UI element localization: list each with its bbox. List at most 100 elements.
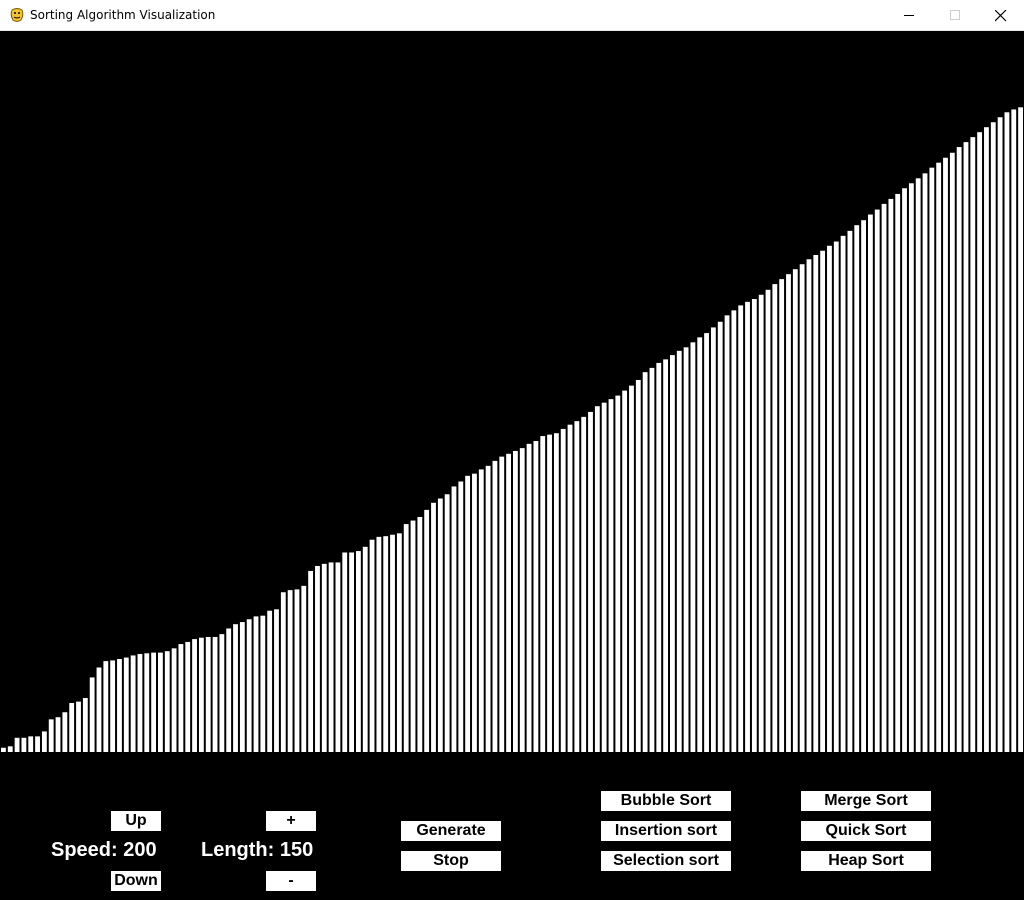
array-bar [362, 546, 368, 752]
array-bar [410, 520, 416, 752]
array-bar [151, 652, 157, 752]
array-bar [574, 421, 580, 752]
array-bar [444, 494, 450, 752]
speed-label: Speed: 200 [51, 839, 157, 861]
array-bar [219, 634, 225, 752]
array-bar [963, 142, 969, 752]
array-bar [840, 235, 846, 752]
array-bar [424, 509, 430, 752]
array-bar [772, 284, 778, 752]
array-bar [492, 460, 498, 752]
array-bar [997, 117, 1003, 752]
array-bar [820, 250, 826, 752]
array-bar [786, 274, 791, 752]
array-bar [465, 475, 471, 752]
array-bar [76, 701, 81, 752]
array-bar [315, 565, 320, 752]
array-bar [403, 524, 409, 752]
array-bar [929, 167, 935, 752]
close-button[interactable] [978, 0, 1024, 31]
array-bar [485, 465, 491, 752]
array-bar [622, 390, 628, 752]
minimize-icon [904, 15, 914, 16]
maximize-button[interactable] [933, 0, 979, 31]
pygame-snake-icon [10, 8, 24, 22]
array-bar [861, 220, 866, 752]
array-bar [89, 677, 95, 752]
array-bar [710, 327, 716, 752]
array-bar [55, 717, 61, 752]
array-bar [833, 241, 839, 752]
array-bar [936, 162, 942, 752]
length-minus-button[interactable]: - [266, 871, 316, 891]
array-bar [342, 552, 348, 752]
array-bar [827, 245, 832, 752]
array-bar [171, 648, 177, 752]
array-bar [745, 301, 750, 752]
array-bar [874, 209, 880, 752]
array-bar [642, 372, 648, 752]
array-bar [287, 590, 293, 752]
merge-sort-button[interactable]: Merge Sort [801, 791, 931, 811]
array-bar [779, 279, 785, 752]
array-bar [267, 610, 273, 752]
array-bar [390, 534, 395, 752]
array-bar [499, 456, 505, 752]
array-bar [751, 299, 757, 752]
generate-button[interactable]: Generate [401, 821, 501, 841]
array-bar [233, 624, 238, 752]
array-bar [553, 433, 559, 752]
array-bar [1018, 107, 1023, 752]
array-bar [806, 259, 812, 752]
heap-sort-button[interactable]: Heap Sort [801, 851, 931, 871]
array-bar [656, 362, 662, 752]
array-bar [601, 402, 607, 752]
array-bar [458, 481, 464, 752]
array-bar [178, 644, 184, 752]
array-bar [758, 294, 764, 752]
array-bar [130, 655, 136, 752]
array-bar [902, 188, 907, 752]
bubble-sort-button[interactable]: Bubble Sort [601, 791, 731, 811]
array-bar [615, 395, 621, 752]
array-bar [670, 355, 675, 752]
array-bar [35, 736, 40, 752]
array-bar [103, 661, 109, 752]
array-bar [14, 737, 20, 752]
array-bar [321, 563, 327, 752]
array-bar [588, 411, 593, 752]
array-bar [683, 347, 689, 752]
array-bar [396, 533, 402, 752]
array-bar [854, 225, 860, 752]
array-bar [21, 737, 27, 752]
length-plus-button[interactable]: + [266, 811, 316, 831]
array-bar [431, 502, 436, 752]
array-bar [253, 616, 259, 752]
stop-button[interactable]: Stop [401, 851, 501, 871]
array-bar [69, 703, 75, 752]
array-bar [690, 342, 696, 752]
array-bar [799, 264, 805, 752]
minimize-button[interactable] [887, 0, 933, 31]
array-bar [82, 698, 88, 752]
array-bar [581, 416, 587, 752]
array-bar [355, 551, 361, 752]
array-bar [137, 654, 143, 752]
close-icon [995, 10, 1007, 22]
array-bar [847, 230, 853, 752]
array-bar [41, 731, 47, 752]
speed-down-button[interactable]: Down [111, 871, 161, 891]
array-bar [280, 592, 286, 752]
array-bar [984, 127, 989, 752]
speed-up-button[interactable]: Up [111, 811, 161, 831]
array-bar [915, 178, 921, 752]
quick-sort-button[interactable]: Quick Sort [801, 821, 931, 841]
insertion-sort-button[interactable]: Insertion sort [601, 821, 731, 841]
array-bar [922, 173, 928, 752]
array-bar [1004, 112, 1010, 752]
array-bar [239, 622, 245, 752]
array-bar [274, 609, 279, 752]
array-bar [629, 385, 634, 752]
selection-sort-button[interactable]: Selection sort [601, 851, 731, 871]
array-bar [7, 746, 13, 752]
